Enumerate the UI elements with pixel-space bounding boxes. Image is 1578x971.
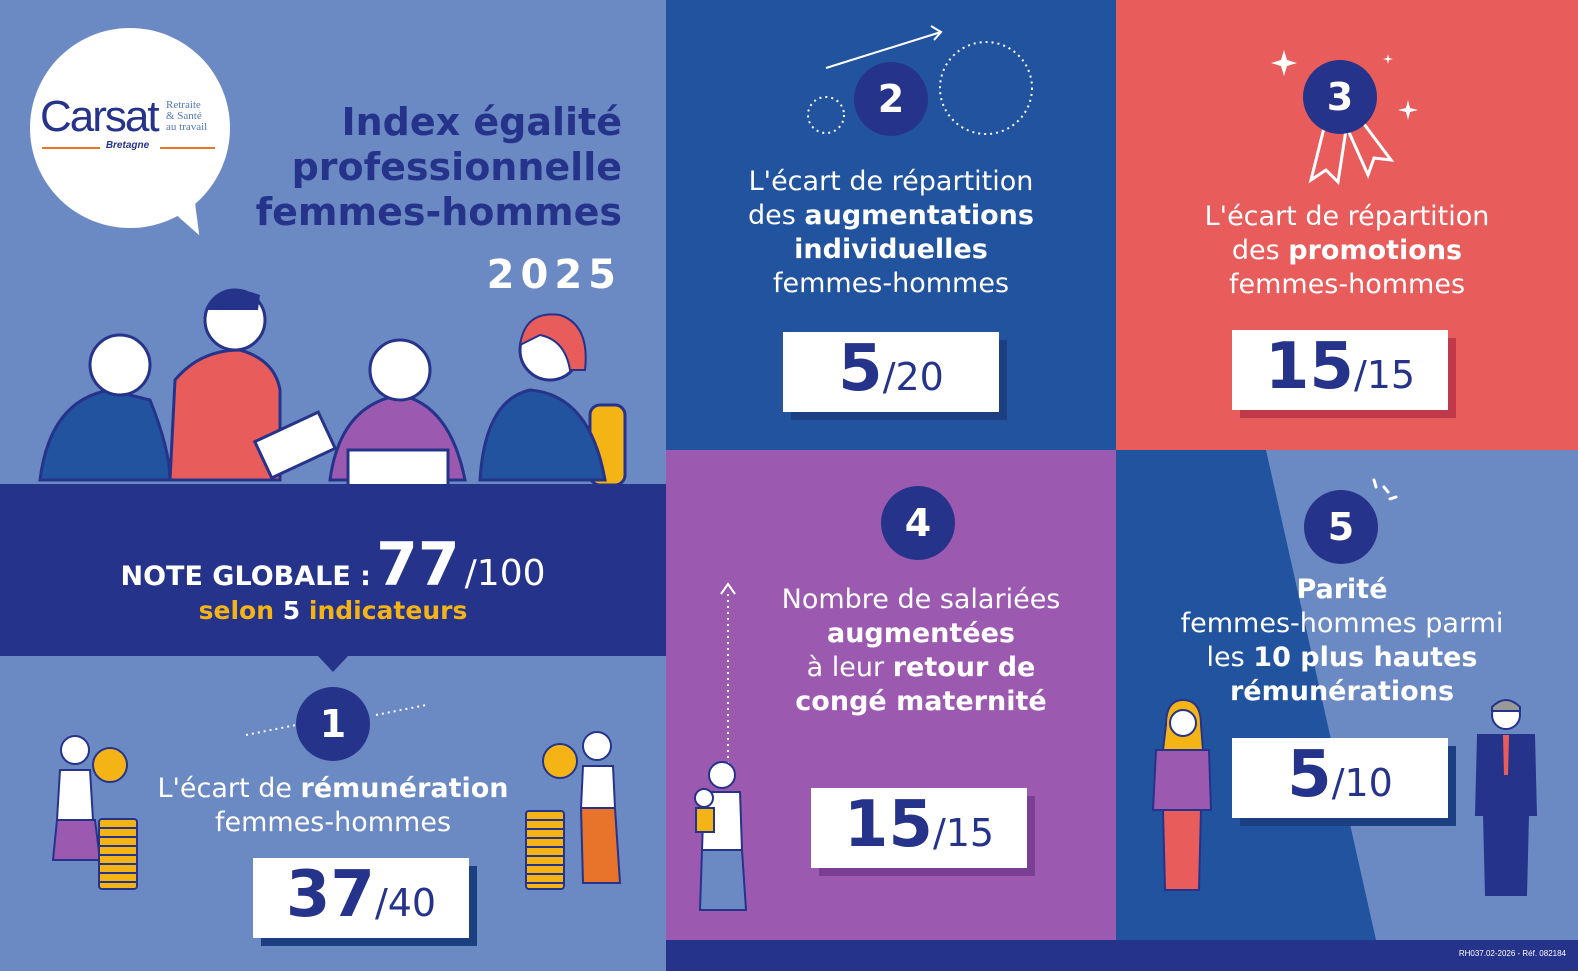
tagline-line-1: Retraite	[166, 99, 201, 111]
indicator-4-score-value: 15	[843, 788, 933, 862]
ind1-text-a: L'écart de	[157, 773, 301, 804]
score-box: 37/40	[253, 858, 469, 938]
ind5-text-a: Parité	[1296, 574, 1388, 605]
page-title: Index égalité professionnelle femmes-hom…	[256, 100, 622, 235]
indicator-3-score: 15/15	[1232, 330, 1456, 418]
global-score-band	[0, 484, 666, 656]
ind2-text-d: individuelles	[794, 234, 988, 265]
global-score: NOTE GLOBALE : 77 /100	[0, 530, 666, 600]
score-box: 5/10	[1232, 738, 1448, 818]
meeting-illustration	[38, 288, 627, 490]
score-box: 15/15	[1232, 330, 1448, 410]
coin-stack-right	[525, 810, 565, 890]
dotted-arrows-icon	[245, 704, 427, 736]
indicator-2-badge: 2	[854, 62, 928, 136]
ind5-text-c: les	[1206, 642, 1254, 673]
subtitle-count: 5	[282, 596, 301, 625]
indicator-3-badge: 3	[1303, 60, 1377, 134]
left-panel: Carsat Retraite & Santé au travail Breta…	[0, 0, 666, 971]
indicator-2-score: 5/20	[783, 332, 1007, 420]
ind2-text-b: des	[748, 200, 805, 231]
indicator-2-score-value: 5	[838, 332, 883, 406]
logo-bubble	[30, 28, 230, 228]
ind1-text-c: femmes-hommes	[214, 807, 452, 838]
ind2-text-e: femmes-hommes	[772, 268, 1010, 299]
score-box: 5/20	[783, 332, 999, 412]
title-line-2: professionnelle	[291, 145, 622, 189]
indicator-1-score-value: 37	[285, 858, 375, 932]
businessman-illustration	[1474, 699, 1538, 896]
indicator-2-panel: 2 L'écart de répartition des augmentatio…	[666, 0, 1116, 450]
ind3-text-a: L'écart de répartition	[1204, 201, 1490, 232]
ind3-text-c: promotions	[1288, 235, 1463, 266]
ind1-text-b: rémunération	[300, 773, 509, 804]
global-score-subtitle: selon 5 indicateurs	[0, 596, 666, 625]
logo-brand: Carsat	[40, 92, 160, 141]
indicator-2-text: L'écart de répartition des augmentations…	[666, 165, 1116, 301]
indicator-5-badge: 5	[1304, 490, 1378, 564]
ind5-text-e: rémunérations	[1229, 676, 1455, 707]
score-box: 15/15	[811, 788, 1027, 868]
indicator-3-text: L'écart de répartition des promotions fe…	[1116, 200, 1578, 302]
ind2-text-a: L'écart de répartition	[748, 166, 1034, 197]
title-line-1: Index égalité	[341, 100, 622, 144]
tagline-line-2: & Santé	[166, 110, 202, 122]
footer-bar: RH037.02-2026 - Réf. 082184	[666, 940, 1578, 971]
indicator-2-score-max: /20	[882, 355, 944, 399]
ind5-text-d: 10 plus hautes	[1253, 642, 1478, 673]
indicator-5-score-max: /10	[1331, 761, 1393, 805]
logo-tagline: Retraite & Santé au travail	[166, 100, 207, 133]
footer-reference: RH037.02-2026 - Réf. 082184	[1458, 949, 1566, 958]
ind2-text-c: augmentations	[804, 200, 1034, 231]
indicator-1-badge: 1	[296, 687, 370, 761]
subtitle-post: indicateurs	[308, 596, 468, 625]
man-with-coin-illustration	[542, 731, 622, 884]
global-score-label: NOTE GLOBALE :	[120, 561, 371, 592]
ind5-text-b: femmes-hommes parmi	[1180, 608, 1504, 639]
indicator-3-score-value: 15	[1264, 330, 1354, 404]
ind4-text-a: Nombre de salariées	[781, 584, 1061, 615]
decoration-circles-icon	[807, 25, 1033, 135]
indicator-4-panel: 4 Nombre de salariées augmentées à leur …	[666, 450, 1116, 940]
title-line-3: femmes-hommes	[255, 190, 622, 234]
indicator-1-score-max: /40	[374, 881, 437, 925]
global-score-max: /100	[464, 553, 546, 594]
indicator-1-text: L'écart de rémunération femmes-hommes	[100, 772, 566, 840]
ind4-text-c: à leur	[806, 652, 893, 683]
indicator-5-text: Parité femmes-hommes parmi les 10 plus h…	[1116, 573, 1568, 709]
mother-with-child-illustration	[694, 761, 748, 911]
indicator-4-score-max: /15	[932, 811, 995, 855]
indicator-5-score-value: 5	[1287, 738, 1332, 812]
indicator-4-score: 15/15	[811, 788, 1035, 876]
businesswoman-illustration	[1151, 698, 1213, 891]
indicator-4-text: Nombre de salariées augmentées à leur re…	[726, 583, 1116, 719]
dotted-up-arrow-icon	[720, 582, 736, 770]
indicator-4-badge: 4	[881, 486, 955, 560]
indicator-1-score: 37/40	[253, 858, 477, 946]
logo-divider-right	[160, 147, 215, 149]
indicator-5-score: 5/10	[1232, 738, 1456, 826]
indicator-5-panel: 5 Parité femmes-hommes parmi les 10 plus…	[1116, 450, 1578, 940]
logo-region: Bretagne	[105, 140, 150, 151]
indicator-3-score-max: /15	[1353, 353, 1416, 397]
tagline-line-3: au travail	[166, 121, 208, 133]
indicator-3-panel: 3 L'écart de répartition des promotions …	[1116, 0, 1578, 450]
logo-divider-left	[42, 147, 100, 149]
ind4-text-e: congé maternité	[795, 686, 1047, 717]
coin-stack-left	[98, 818, 138, 890]
ind3-text-d: femmes-hommes	[1228, 269, 1466, 300]
pointer-arrow	[318, 656, 348, 672]
sparkle-lines-icon	[1372, 478, 1398, 501]
year: 2025	[486, 252, 622, 298]
ind4-text-d: retour de	[892, 652, 1036, 683]
global-score-value: 77	[376, 530, 460, 600]
ind3-text-b: des	[1231, 235, 1289, 266]
subtitle-pre: selon	[198, 596, 275, 625]
ind4-text-b: augmentées	[826, 618, 1016, 649]
